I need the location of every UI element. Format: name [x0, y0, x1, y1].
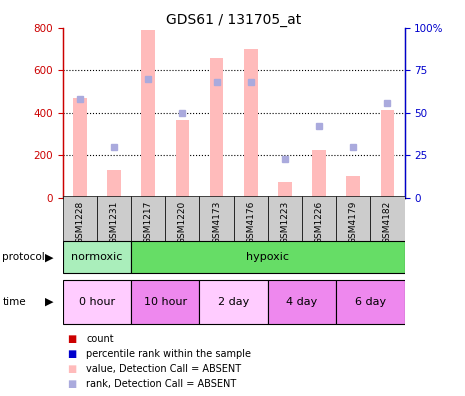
Bar [336, 280, 405, 324]
Bar [131, 280, 199, 324]
Text: count: count [86, 333, 113, 344]
Bar [141, 30, 155, 198]
Bar [278, 182, 292, 198]
Text: GSM1226: GSM1226 [315, 200, 324, 244]
Bar [97, 196, 131, 251]
Bar [107, 170, 121, 198]
Bar [63, 280, 131, 324]
Text: 6 day: 6 day [355, 297, 386, 307]
Text: time: time [2, 297, 26, 307]
Text: 10 hour: 10 hour [144, 297, 187, 307]
Text: ■: ■ [67, 348, 77, 359]
Bar [176, 120, 189, 198]
Bar [268, 280, 336, 324]
Text: GSM1223: GSM1223 [280, 200, 289, 244]
Text: GSM1217: GSM1217 [144, 200, 153, 244]
Text: ■: ■ [67, 333, 77, 344]
Text: 2 day: 2 day [218, 297, 249, 307]
Text: rank, Detection Call = ABSENT: rank, Detection Call = ABSENT [86, 379, 236, 389]
Bar [370, 196, 405, 251]
Title: GDS61 / 131705_at: GDS61 / 131705_at [166, 13, 301, 27]
Bar [63, 241, 131, 273]
Bar [336, 196, 370, 251]
Bar [233, 196, 268, 251]
Text: GSM4179: GSM4179 [349, 200, 358, 244]
Text: ■: ■ [67, 379, 77, 389]
Text: hypoxic: hypoxic [246, 252, 289, 263]
Bar [381, 110, 394, 198]
Bar [199, 280, 268, 324]
Bar [244, 49, 258, 198]
Text: protocol: protocol [2, 252, 45, 263]
Text: value, Detection Call = ABSENT: value, Detection Call = ABSENT [86, 364, 241, 374]
Bar [210, 57, 223, 198]
Bar [346, 176, 360, 198]
Bar [268, 196, 302, 251]
Bar [131, 196, 165, 251]
Bar [63, 196, 97, 251]
Bar [312, 150, 326, 198]
Bar [73, 98, 86, 198]
Bar [165, 196, 199, 251]
Bar [199, 196, 233, 251]
Text: GSM1220: GSM1220 [178, 200, 187, 244]
Text: percentile rank within the sample: percentile rank within the sample [86, 348, 251, 359]
Text: GSM1228: GSM1228 [75, 200, 84, 244]
Text: ■: ■ [67, 364, 77, 374]
Text: GSM4176: GSM4176 [246, 200, 255, 244]
Text: GSM4182: GSM4182 [383, 200, 392, 244]
Text: ▶: ▶ [45, 252, 53, 263]
Text: ▶: ▶ [45, 297, 53, 307]
Bar [131, 241, 405, 273]
Text: GSM1231: GSM1231 [110, 200, 119, 244]
Text: GSM4173: GSM4173 [212, 200, 221, 244]
Bar [302, 196, 336, 251]
Text: 4 day: 4 day [286, 297, 318, 307]
Text: 0 hour: 0 hour [79, 297, 115, 307]
Text: normoxic: normoxic [71, 252, 123, 263]
